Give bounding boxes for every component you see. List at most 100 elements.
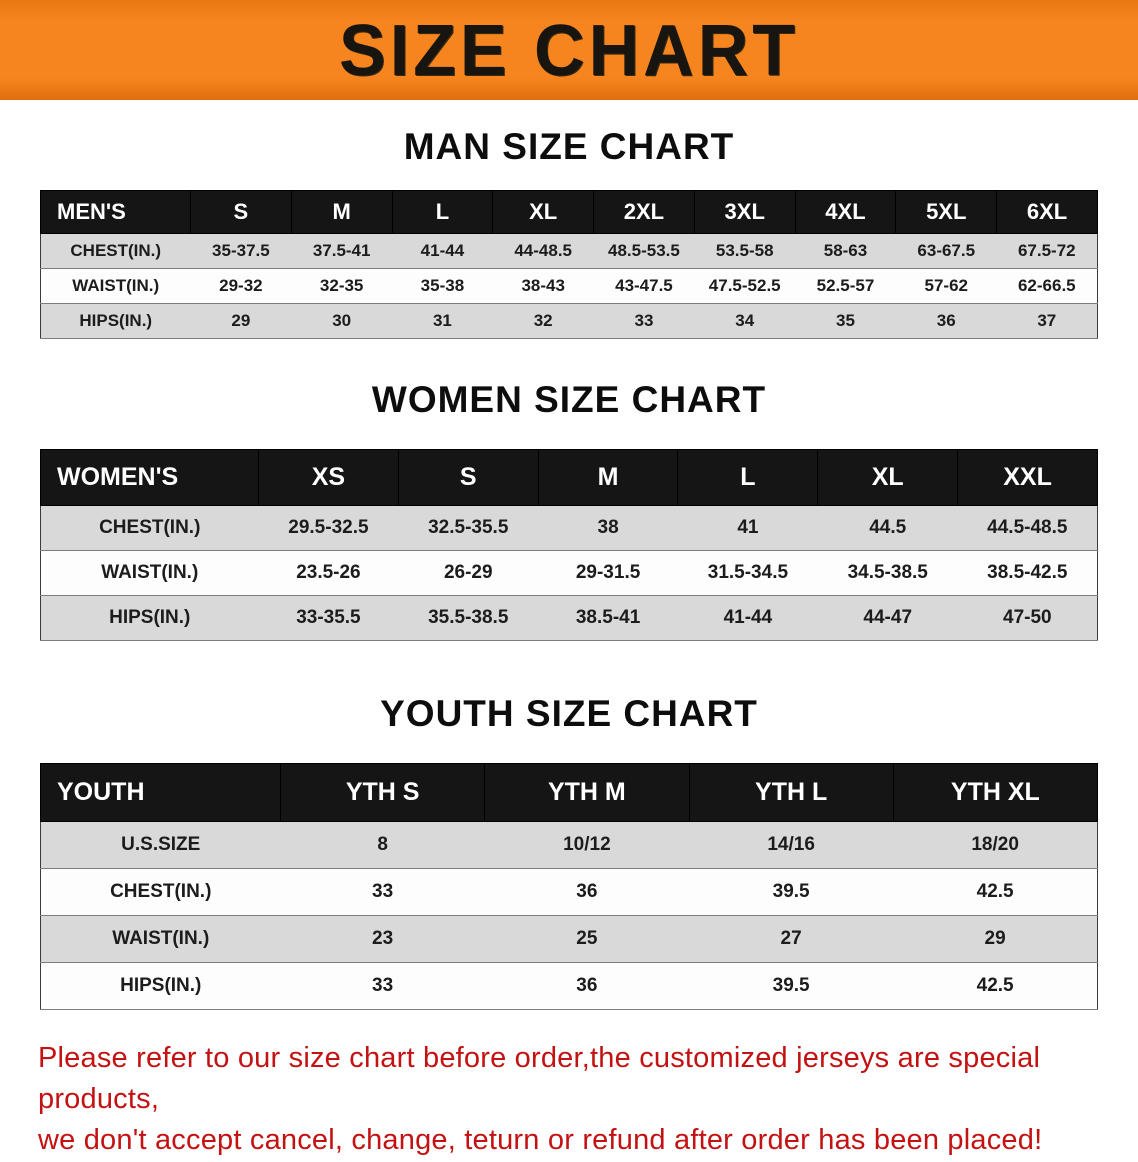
measurement-label: HIPS(IN.) [40,303,191,339]
measurement-row: U.S.SIZE 8 10/12 14/16 18/20 [40,821,1098,869]
order-policy-note-line2: we don't accept cancel, change, teturn o… [38,1124,1043,1157]
measurement-value: 44-48.5 [492,233,594,269]
measurement-value: 41-44 [392,233,493,269]
measurement-value: 47-50 [957,595,1098,641]
measurement-label: WAIST(IN.) [40,550,259,596]
women-size-table: WOMEN'S XS S M L XL XXL CHEST(IN.) 29.5-32.5 32.5… [40,449,1098,641]
measurement-value: 35.5-38.5 [398,595,539,641]
measurement-value: 43-47.5 [593,268,695,304]
measurement-value: 29 [190,303,292,339]
women-section-heading: WOMEN SIZE CHART [371,379,767,420]
measurement-label: WAIST(IN.) [40,268,191,304]
measurement-value: 14/16 [689,821,894,869]
measurement-value: 67.5-72 [996,233,1098,269]
measurement-label: CHEST(IN.) [40,505,259,551]
youth-size-section: YOUTH SIZE CHART YOUTH YTH S YTH M YTH L YTH… [0,693,1138,1010]
size-header-row: MEN'S S M L XL 2XL 3XL 4XL 5XL 6XL [40,190,1098,234]
size-chart-banner: SIZE CHART [0,0,1138,100]
size-column-header: 3XL [693,190,796,234]
size-column-header: S [190,190,292,234]
measurement-label: CHEST(IN.) [40,233,191,269]
measurement-value: 30 [291,303,393,339]
size-column-header: XXL [957,449,1098,506]
measurement-row: CHEST(IN.) 29.5-32.5 32.5-35.5 38 41 44.5 44.5… [40,505,1098,551]
measurement-value: 35-38 [392,268,493,304]
order-policy-note: Please refer to our size chart before or… [38,1038,1100,1162]
measurement-value: 52.5-57 [795,268,896,304]
measurement-row: WAIST(IN.) 23 25 27 29 [40,915,1098,963]
size-column-header: L [391,190,494,234]
size-column-header: 2XL [593,190,695,234]
size-column-header: XL [492,190,595,234]
measurement-value: 44.5-48.5 [957,505,1098,551]
measurement-value: 41-44 [677,595,818,641]
table-group-label: MEN'S [40,190,191,234]
measurement-value: 41 [677,505,818,551]
measurement-row: WAIST(IN.) 29-32 32-35 35-38 38-43 43-47.5 47.… [40,268,1098,304]
measurement-value: 39.5 [689,868,894,916]
measurement-value: 44.5 [817,505,958,551]
measurement-value: 29 [893,915,1098,963]
measurement-value: 37 [996,303,1098,339]
measurement-value: 47.5-52.5 [694,268,796,304]
table-group-label: WOMEN'S [40,449,259,506]
measurement-value: 62-66.5 [996,268,1098,304]
measurement-row: WAIST(IN.) 23.5-26 26-29 29-31.5 31.5-34.5 34… [40,550,1098,596]
measurement-value: 31 [392,303,493,339]
size-column-header: M [537,449,679,506]
men-size-table: MEN'S S M L XL 2XL 3XL 4XL 5XL 6XL CHEST(IN.) 35-37… [40,190,1098,339]
size-column-header: YTH XL [892,763,1099,822]
measurement-value: 32 [492,303,594,339]
size-column-header: L [677,449,819,506]
size-column-header: 6XL [996,190,1098,234]
size-column-header: XL [817,449,959,506]
measurement-value: 38 [538,505,678,551]
measurement-row: CHEST(IN.) 33 36 39.5 42.5 [40,868,1098,916]
measurement-value: 23 [280,915,485,963]
measurement-value: 36 [484,962,689,1010]
size-header-row: YOUTH YTH S YTH M YTH L YTH XL [40,763,1099,822]
measurement-value: 29.5-32.5 [258,505,399,551]
measurement-value: 63-67.5 [895,233,997,269]
size-header-row: WOMEN'S XS S M L XL XXL [40,449,1098,506]
measurement-value: 29-32 [190,268,292,304]
measurement-value: 37.5-41 [291,233,393,269]
youth-size-table: YOUTH YTH S YTH M YTH L YTH XL U.S.SIZE 8 10/12… [40,763,1099,1010]
size-column-header: YTH S [279,763,486,822]
measurement-value: 44-47 [817,595,958,641]
youth-section-heading: YOUTH SIZE CHART [380,693,758,734]
size-column-header: S [397,449,539,506]
banner-title: SIZE CHART [339,9,799,91]
measurement-value: 26-29 [398,550,539,596]
measurement-value: 29-31.5 [538,550,678,596]
measurement-value: 32.5-35.5 [398,505,539,551]
size-column-header: XS [258,449,399,506]
measurement-value: 8 [280,821,485,869]
size-column-header: 5XL [895,190,998,234]
measurement-value: 34.5-38.5 [817,550,958,596]
measurement-value: 33 [280,962,485,1010]
size-column-header: M [290,190,393,234]
size-column-header: YTH M [484,763,690,822]
measurement-value: 38.5-41 [538,595,678,641]
measurement-value: 48.5-53.5 [593,233,695,269]
measurement-value: 38.5-42.5 [957,550,1098,596]
measurement-value: 34 [694,303,796,339]
size-column-header: 4XL [794,190,897,234]
measurement-value: 27 [689,915,894,963]
measurement-value: 58-63 [795,233,896,269]
measurement-value: 33-35.5 [258,595,399,641]
measurement-label: WAIST(IN.) [40,915,281,963]
measurement-value: 42.5 [893,962,1098,1010]
measurement-value: 42.5 [893,868,1098,916]
measurement-row: CHEST(IN.) 35-37.5 37.5-41 41-44 44-48.5 48.5… [40,233,1098,269]
measurement-row: HIPS(IN.) 33 36 39.5 42.5 [40,962,1098,1010]
measurement-value: 38-43 [492,268,594,304]
measurement-label: CHEST(IN.) [40,868,281,916]
measurement-label: HIPS(IN.) [40,595,259,641]
measurement-value: 23.5-26 [258,550,399,596]
measurement-value: 36 [484,868,689,916]
measurement-value: 25 [484,915,689,963]
measurement-value: 33 [280,868,485,916]
measurement-value: 31.5-34.5 [677,550,818,596]
